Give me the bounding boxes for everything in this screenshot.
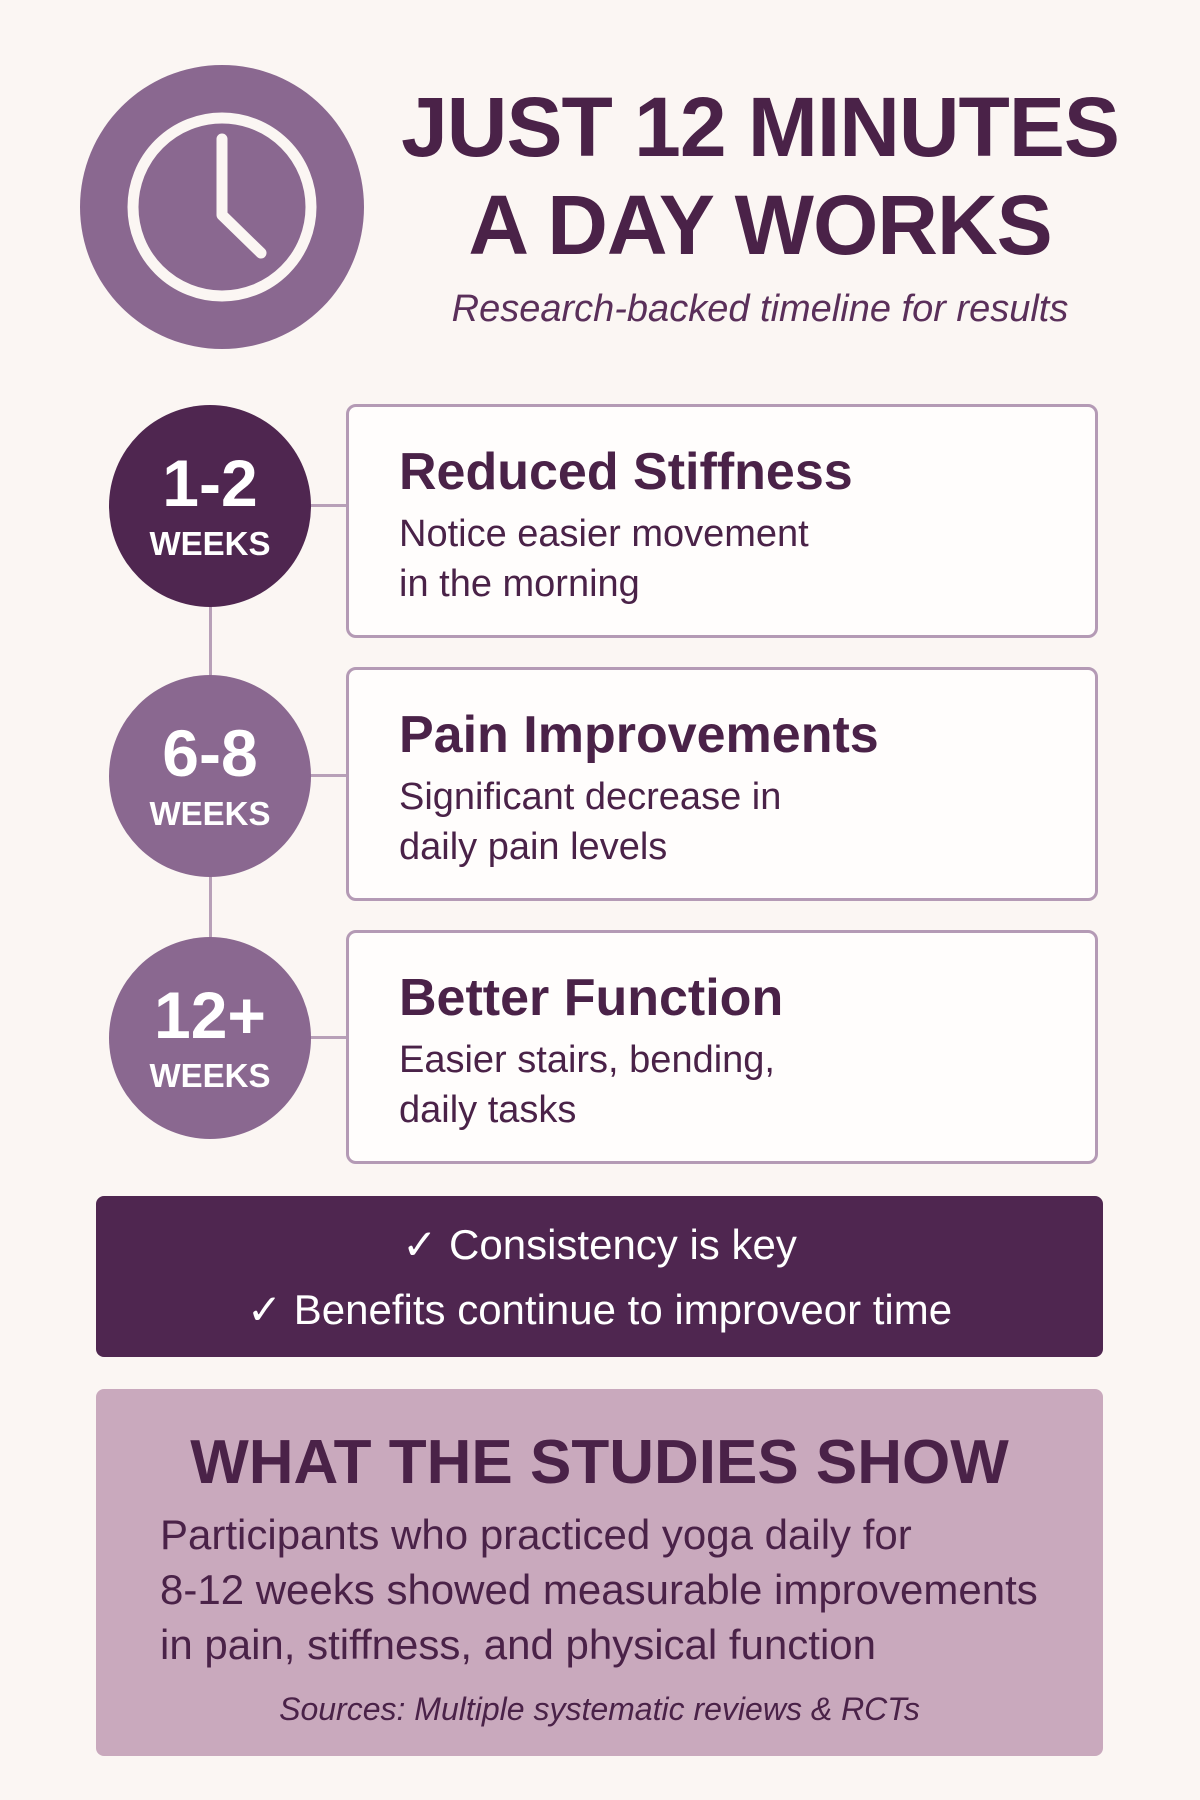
timeline-badge-1: 1-2 WEEKS [109, 405, 311, 607]
key-points-banner: ✓ Consistency is key ✓ Benefits continue… [96, 1196, 1103, 1357]
page-title: JUST 12 MINUTES A DAY WORKS [380, 78, 1140, 274]
badge-unit: WEEKS [149, 795, 271, 832]
timeline-branch [300, 774, 346, 777]
key-point: ✓ Consistency is key [402, 1221, 797, 1268]
badge-number: 1-2 [162, 446, 258, 520]
timeline-card-3: Better Function Easier stairs, bending, d… [346, 930, 1098, 1164]
card-title: Better Function [399, 969, 784, 1027]
key-point: ✓ Benefits continue to improveor time [246, 1286, 953, 1333]
timeline-card-2: Pain Improvements Significant decrease i… [346, 667, 1098, 901]
badge-number: 12+ [154, 978, 266, 1052]
card-title: Pain Improvements [399, 706, 879, 764]
sources-note: Sources: Multiple systematic reviews & R… [279, 1691, 920, 1727]
studies-body: Participants who practiced yoga daily fo… [160, 1511, 1038, 1668]
timeline-branch [300, 1036, 346, 1039]
timeline-badge-2: 6-8 WEEKS [109, 675, 311, 877]
badge-unit: WEEKS [149, 525, 271, 562]
card-description: Notice easier movement in the morning [399, 513, 809, 605]
badge-number: 6-8 [162, 716, 258, 790]
timeline-branch [300, 504, 346, 507]
subtitle: Research-backed timeline for results [451, 288, 1069, 330]
badge-unit: WEEKS [149, 1057, 271, 1094]
timeline-badge-3: 12+ WEEKS [109, 937, 311, 1139]
studies-heading: WHAT THE STUDIES SHOW [190, 1428, 1009, 1497]
title-line-1: JUST 12 MINUTES [401, 80, 1120, 174]
title-line-2: A DAY WORKS [468, 178, 1052, 272]
card-description: Easier stairs, bending, daily tasks [399, 1039, 775, 1131]
clock-badge [80, 65, 364, 349]
studies-panel: WHAT THE STUDIES SHOW Participants who p… [96, 1389, 1103, 1756]
card-description: Significant decrease in daily pain levels [399, 776, 782, 868]
clock-icon [127, 112, 317, 302]
card-title: Reduced Stiffness [399, 443, 853, 501]
timeline-card-1: Reduced Stiffness Notice easier movement… [346, 404, 1098, 638]
